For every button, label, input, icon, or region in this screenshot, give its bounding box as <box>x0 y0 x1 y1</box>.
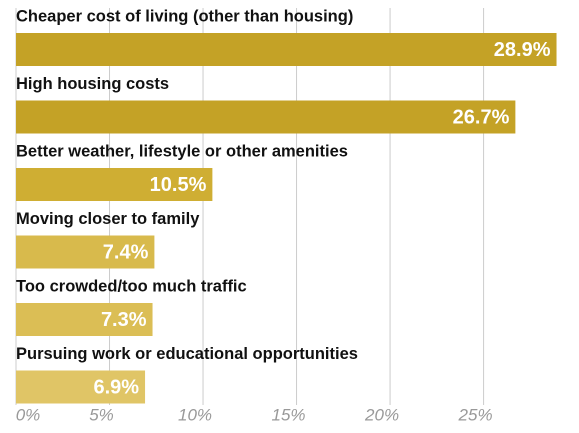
value-label: 26.7% <box>453 106 510 128</box>
x-tick-label: 15% <box>272 405 306 424</box>
value-label: 10.5% <box>150 174 207 196</box>
category-label: High housing costs <box>16 75 169 93</box>
bar <box>16 235 155 269</box>
x-tick-label: 10% <box>178 405 212 424</box>
x-tick-label: 25% <box>458 405 493 424</box>
bar <box>16 370 146 404</box>
x-tick-label: 20% <box>364 405 399 424</box>
bar <box>16 303 153 336</box>
value-label: 6.9% <box>93 376 139 398</box>
category-label: Pursuing work or educational opportuniti… <box>16 345 358 363</box>
category-label: Moving closer to family <box>16 210 200 228</box>
x-tick-label: 0% <box>16 405 41 424</box>
value-label: 7.3% <box>101 309 147 331</box>
bar <box>16 100 516 134</box>
x-tick-label: 5% <box>89 405 114 424</box>
bar <box>16 168 213 201</box>
value-label: 28.9% <box>494 39 551 61</box>
value-label: 7.4% <box>103 241 149 263</box>
category-label: Better weather, lifestyle or other ameni… <box>16 142 348 160</box>
category-label: Too crowded/too much traffic <box>16 277 247 295</box>
bar <box>16 33 557 66</box>
category-label: Cheaper cost of living (other than housi… <box>16 7 353 25</box>
